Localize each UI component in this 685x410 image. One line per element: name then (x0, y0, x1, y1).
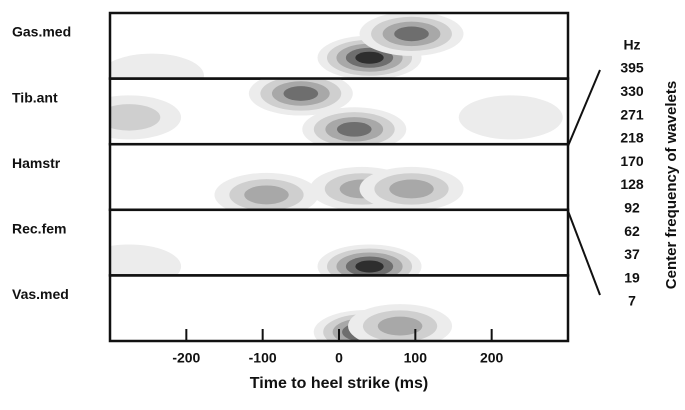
freq-label: 170 (620, 153, 644, 169)
blob (110, 53, 204, 79)
panel-label: Rec.fem (12, 221, 66, 237)
x-tick-label: -100 (249, 350, 277, 366)
freq-unit: Hz (623, 37, 640, 53)
freq-label: 19 (624, 269, 640, 285)
freq-label: 128 (620, 176, 644, 192)
x-tick-label: 0 (335, 350, 343, 366)
blob (110, 244, 182, 276)
panel (313, 304, 453, 341)
panel-label: Hamstr (12, 155, 61, 171)
freq-label: 271 (620, 106, 644, 122)
freq-label: 62 (624, 223, 640, 239)
panel (110, 78, 563, 145)
blob (458, 95, 563, 140)
x-axis-label: Time to heel strike (ms) (250, 375, 428, 392)
blob (248, 78, 353, 116)
blob (214, 172, 319, 210)
blob (359, 166, 464, 210)
freq-label: 92 (624, 200, 640, 216)
panel (110, 244, 422, 276)
blob (302, 107, 407, 145)
panel-label: Gas.med (12, 24, 71, 40)
x-tick-label: 100 (404, 350, 428, 366)
freq-label: 330 (620, 83, 644, 99)
x-tick-label: 200 (480, 350, 504, 366)
blob (317, 244, 422, 276)
freq-label: 7 (628, 293, 636, 309)
blob (359, 13, 464, 56)
bracket-line (567, 210, 601, 296)
panel (214, 166, 464, 210)
blob (110, 95, 182, 140)
freq-label: 218 (620, 130, 644, 146)
panel (110, 13, 464, 79)
freq-label: 37 (624, 246, 640, 262)
y-axis-label: Center frequency of wavelets (663, 81, 680, 289)
x-tick-label: -200 (172, 350, 200, 366)
panel-label: Tib.ant (12, 89, 58, 105)
panel-label: Vas.med (12, 286, 69, 302)
blob (348, 304, 453, 341)
freq-label: 395 (620, 60, 644, 76)
bracket-line (567, 69, 601, 147)
